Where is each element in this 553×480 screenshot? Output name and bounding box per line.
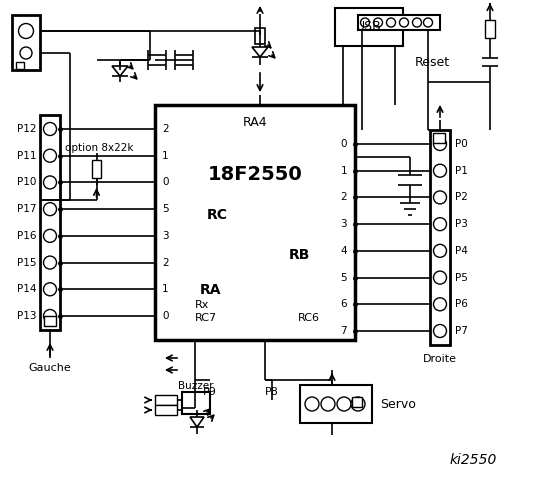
Text: P11: P11 [17,151,36,161]
Text: 6: 6 [341,300,347,309]
Circle shape [44,256,56,269]
Circle shape [387,18,395,27]
Circle shape [44,122,56,135]
Text: Rx: Rx [195,300,210,310]
Text: 0: 0 [162,178,169,187]
Circle shape [305,397,319,411]
Bar [182,392,210,414]
Bar [335,8,403,46]
Text: P5: P5 [455,273,468,283]
Circle shape [321,397,335,411]
Text: 7: 7 [341,326,347,336]
Bar [358,15,440,30]
Text: 3: 3 [341,219,347,229]
Text: P12: P12 [17,124,36,134]
Text: 1: 1 [162,284,169,294]
Text: 2: 2 [162,124,169,134]
Text: 5: 5 [341,273,347,283]
Bar [92,160,101,178]
Text: P3: P3 [455,219,468,229]
Text: P2: P2 [455,192,468,203]
Text: RC: RC [207,208,228,222]
Circle shape [434,298,446,311]
Circle shape [434,324,446,337]
Bar [40,115,60,330]
Text: RB: RB [289,248,310,262]
Circle shape [373,18,383,27]
Bar [155,395,177,405]
Circle shape [434,244,446,257]
Text: RC6: RC6 [298,313,320,323]
Text: RA: RA [200,283,222,297]
Bar [12,15,40,70]
Text: 1: 1 [162,151,169,161]
Text: P10: P10 [17,178,36,187]
Circle shape [20,47,32,59]
Circle shape [337,397,351,411]
Bar [433,133,445,143]
Bar [44,316,56,326]
Text: P1: P1 [455,166,468,176]
Text: RA4: RA4 [243,117,267,130]
Text: Reset: Reset [415,56,450,69]
Circle shape [434,191,446,204]
Text: P13: P13 [17,311,36,321]
Text: P8: P8 [265,387,279,397]
Text: P6: P6 [455,300,468,309]
Circle shape [44,149,56,162]
Bar [300,385,372,423]
Bar [255,28,265,44]
Bar [352,397,362,407]
Text: P16: P16 [17,231,36,241]
Circle shape [44,283,56,296]
Text: 4: 4 [341,246,347,256]
Circle shape [399,18,409,27]
Text: Servo: Servo [380,397,416,410]
Bar [155,405,177,415]
Text: 18F2550: 18F2550 [207,166,302,184]
Circle shape [44,176,56,189]
Circle shape [424,18,432,27]
Text: 3: 3 [162,231,169,241]
Circle shape [44,310,56,323]
Circle shape [18,24,34,38]
Bar [485,20,495,38]
Circle shape [44,229,56,242]
Circle shape [413,18,421,27]
Text: option 8x22k: option 8x22k [65,143,133,153]
Circle shape [434,164,446,177]
Text: P17: P17 [17,204,36,214]
Circle shape [434,271,446,284]
Text: 5: 5 [162,204,169,214]
Text: P15: P15 [17,258,36,267]
Bar [16,62,24,69]
Text: P7: P7 [455,326,468,336]
Text: P9: P9 [203,387,217,397]
Text: P0: P0 [455,139,468,149]
Text: 0: 0 [341,139,347,149]
Text: Gauche: Gauche [29,363,71,373]
Text: P14: P14 [17,284,36,294]
Text: USB: USB [356,21,382,34]
Text: ki2550: ki2550 [450,453,497,467]
Text: P4: P4 [455,246,468,256]
Bar [155,105,355,340]
Text: 1: 1 [341,166,347,176]
Circle shape [44,203,56,216]
Circle shape [351,397,365,411]
Circle shape [361,18,369,27]
Text: Buzzer: Buzzer [178,381,214,391]
Text: 2: 2 [341,192,347,203]
Bar [430,130,450,345]
Text: RC7: RC7 [195,313,217,323]
Text: 0: 0 [162,311,169,321]
Text: Droite: Droite [423,354,457,364]
Circle shape [434,137,446,151]
Circle shape [434,217,446,231]
Text: 2: 2 [162,258,169,267]
